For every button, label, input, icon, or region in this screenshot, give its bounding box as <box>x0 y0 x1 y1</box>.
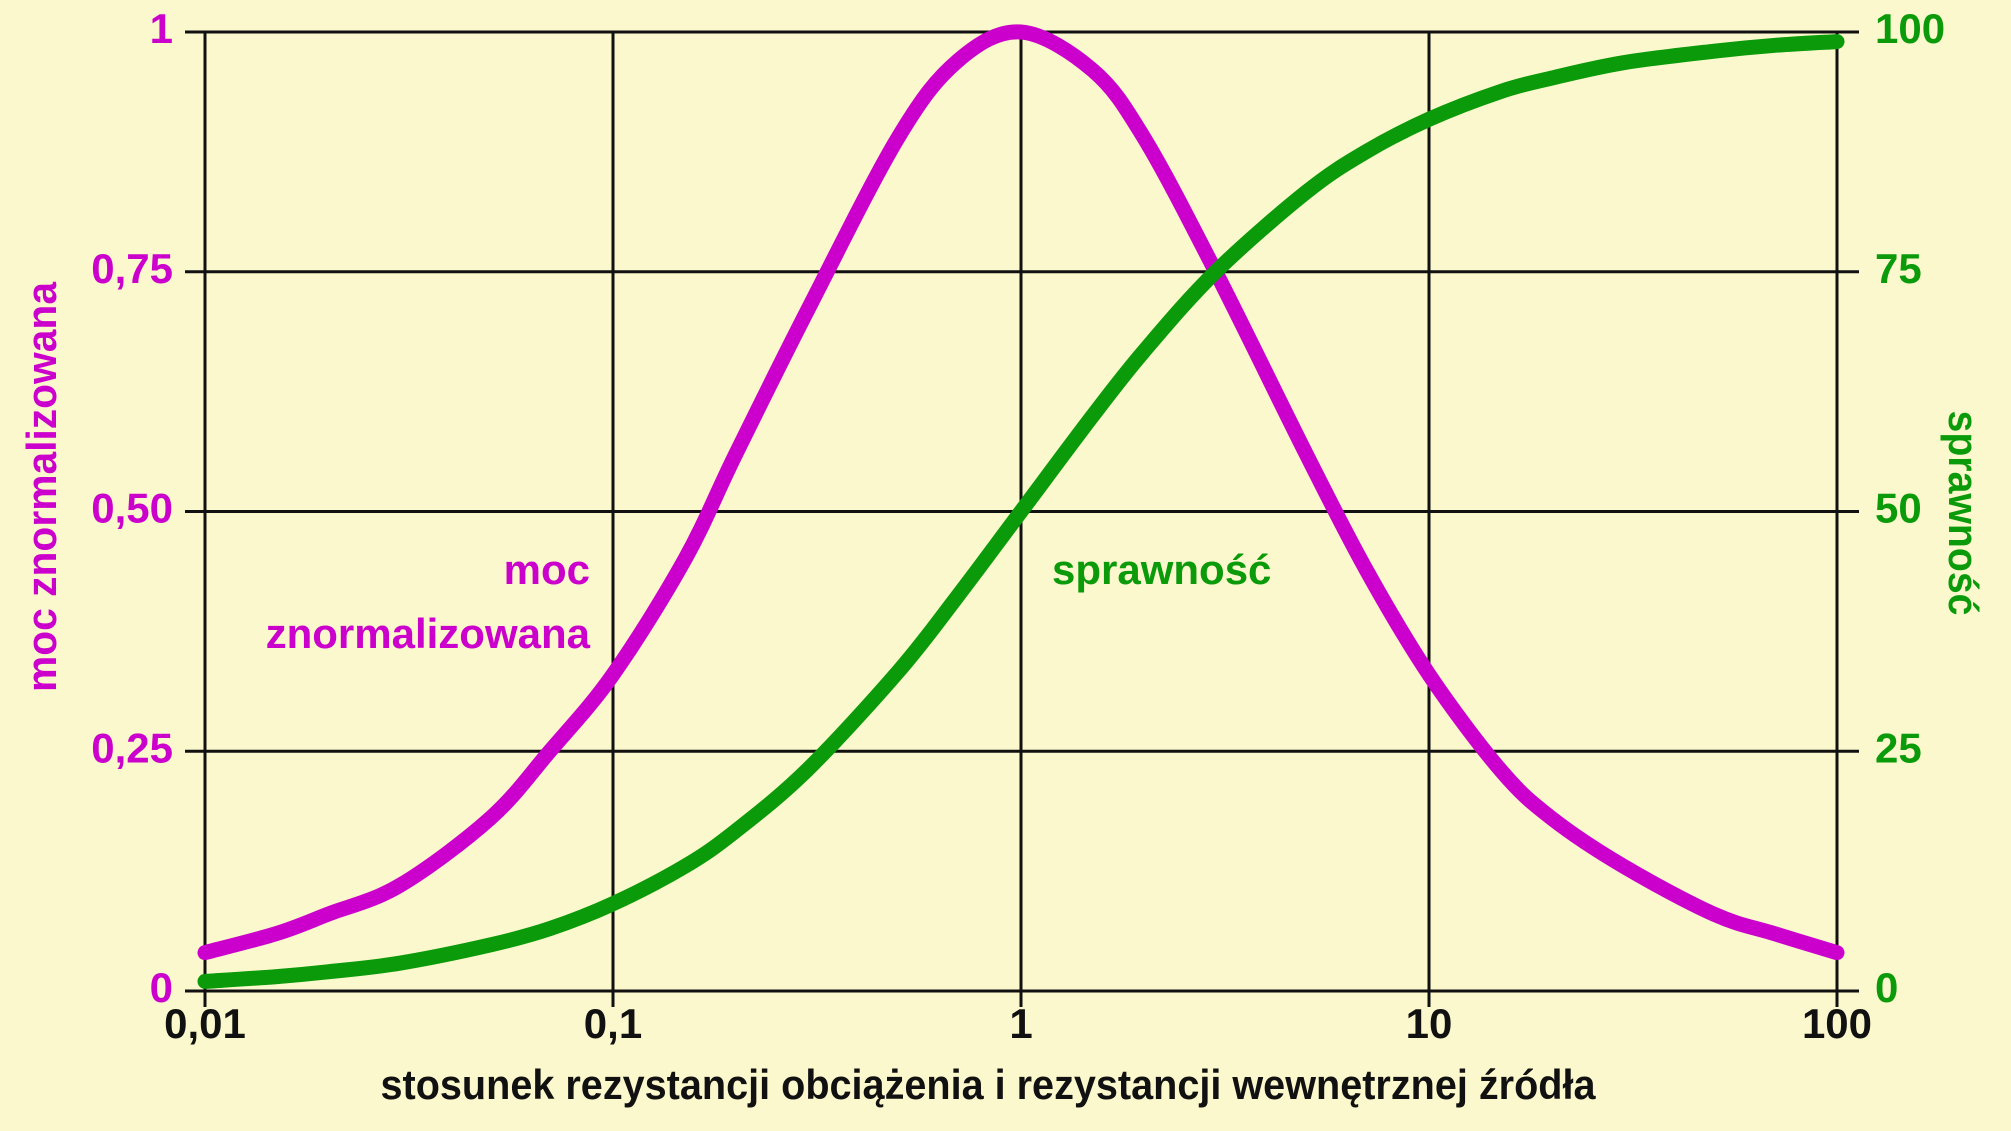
y-tick-label: 0,25 <box>91 724 173 771</box>
y2-axis-label: sprawność <box>1940 411 1987 616</box>
data-line <box>197 34 1845 989</box>
y2-tick-label: 0 <box>1875 964 1898 1011</box>
y2-tick-label: 100 <box>1875 5 1945 52</box>
x-axis-label: stosunek rezystancji obciążenia i rezyst… <box>381 1061 1597 1108</box>
y-tick-label: 1 <box>150 5 173 52</box>
y2-tick-label: 75 <box>1875 245 1922 292</box>
y-tick-label: 0,50 <box>91 485 173 532</box>
x-tick-label: 100 <box>1802 1000 1872 1047</box>
y-tick-label: 0 <box>150 964 173 1011</box>
y2-tick-label: 50 <box>1875 485 1922 532</box>
x-tick-label: 1 <box>1009 1000 1032 1047</box>
data-line <box>197 24 1845 961</box>
y-tick-label: 0,75 <box>91 245 173 292</box>
x-tick-label: 0,01 <box>164 1000 246 1047</box>
x-tick-label: 0,1 <box>584 1000 642 1047</box>
series-annotation: moc <box>504 546 590 593</box>
y2-tick-label: 25 <box>1875 724 1922 771</box>
series-annotation: znormalizowana <box>266 610 591 657</box>
y-axis-label: moc znormalizowana <box>18 281 65 692</box>
x-tick-label: 10 <box>1406 1000 1453 1047</box>
series-annotation: sprawność <box>1052 546 1271 593</box>
